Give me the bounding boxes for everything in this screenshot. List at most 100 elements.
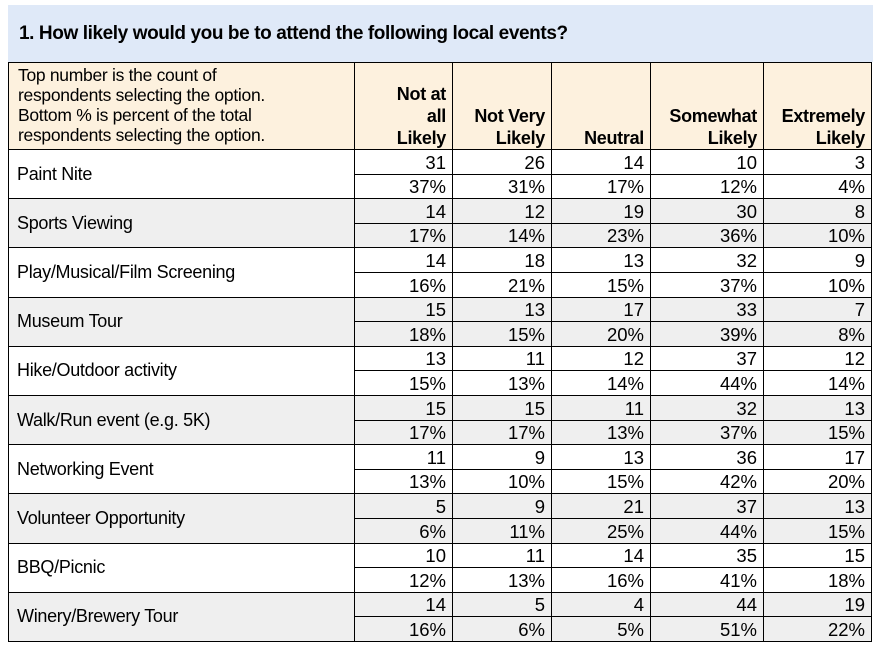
count-cell: 17: [763, 444, 872, 470]
count-cell: 13: [763, 394, 872, 421]
table-row-counts: Hike/Outdoor activity 13 11 12 37 12: [8, 345, 872, 396]
table-row-percents: 15% 13% 14% 44% 14%: [9, 370, 872, 396]
percent-cell: 15%: [452, 321, 552, 347]
count-cell: 13: [551, 444, 651, 470]
percent-cell: 37%: [650, 419, 764, 446]
event-label: Sports Viewing: [8, 198, 355, 249]
percent-cell: 36%: [650, 222, 764, 249]
percent-cell: 14%: [551, 370, 651, 396]
count-cell: 3: [763, 149, 872, 175]
count-cell: 14: [354, 247, 453, 273]
percent-cell: 6%: [354, 517, 453, 544]
column-header-line: Likely: [815, 128, 866, 148]
table-note: Top number is the count of respondents se…: [8, 62, 355, 150]
count-cell: 15: [354, 394, 453, 421]
table-row-percents: 18% 15% 20% 39% 8%: [9, 321, 872, 347]
percent-cell: 14%: [452, 222, 552, 249]
percent-cell: 14%: [763, 370, 872, 396]
table-row-counts: Play/Musical/Film Screening 14 18 13 32 9: [8, 247, 872, 298]
count-cell: 11: [452, 542, 552, 569]
percent-cell: 12%: [650, 173, 764, 200]
column-header-line: Neutral: [584, 128, 644, 148]
event-label: Networking Event: [8, 444, 355, 495]
percent-cell: 15%: [763, 517, 872, 544]
table-note-line: respondents selecting the option.: [18, 85, 265, 105]
count-cell: 10: [354, 542, 453, 569]
count-cell: 5: [452, 591, 552, 618]
table-row-percents: 13% 10% 15% 42% 20%: [9, 468, 872, 495]
count-cell: 30: [650, 198, 764, 224]
event-label: Winery/Brewery Tour: [8, 591, 355, 642]
table-note-line: Top number is the count of: [18, 65, 217, 85]
percent-cell: 18%: [763, 567, 872, 593]
percent-cell: 23%: [551, 222, 651, 249]
percent-cell: 13%: [452, 370, 552, 396]
question-title: 1. How likely would you be to attend the…: [19, 23, 568, 44]
event-label: Hike/Outdoor activity: [8, 345, 355, 396]
count-cell: 12: [763, 345, 872, 372]
event-label: Museum Tour: [8, 296, 355, 347]
percent-cell: 13%: [354, 468, 453, 495]
count-cell: 26: [452, 149, 552, 175]
count-cell: 10: [650, 149, 764, 175]
column-header-line: Not Very: [474, 106, 545, 126]
count-cell: 37: [650, 345, 764, 372]
percent-cell: 17%: [551, 173, 651, 200]
count-cell: 11: [354, 444, 453, 470]
table-row-percents: 17% 17% 13% 37% 15%: [9, 419, 872, 446]
percent-cell: 22%: [763, 616, 872, 642]
table-row-counts: BBQ/Picnic 10 11 14 35 15: [8, 542, 872, 593]
event-label: BBQ/Picnic: [8, 542, 355, 593]
question-title-bar: 1. How likely would you be to attend the…: [8, 5, 873, 62]
count-cell: 14: [354, 198, 453, 224]
count-cell: 5: [354, 493, 453, 519]
table-note-line: Bottom % is percent of the total: [18, 105, 252, 125]
percent-cell: 16%: [354, 271, 453, 298]
percent-cell: 4%: [763, 173, 872, 200]
column-header-line: Likely: [707, 128, 758, 148]
percent-cell: 15%: [551, 271, 651, 298]
percent-cell: 37%: [650, 271, 764, 298]
count-cell: 35: [650, 542, 764, 569]
count-cell: 7: [763, 296, 872, 323]
count-cell: 11: [452, 345, 552, 372]
count-cell: 15: [763, 542, 872, 569]
count-cell: 12: [452, 198, 552, 224]
column-header-somewhat-likely: Somewhat Likely: [650, 62, 764, 150]
column-header-line: Not at: [396, 84, 447, 104]
percent-cell: 15%: [354, 370, 453, 396]
table-row-percents: 6% 11% 25% 44% 15%: [9, 517, 872, 544]
percent-cell: 8%: [763, 321, 872, 347]
percent-cell: 20%: [763, 468, 872, 495]
count-cell: 33: [650, 296, 764, 323]
column-header-line: Extremely: [781, 106, 866, 126]
percent-cell: 37%: [354, 173, 453, 200]
count-cell: 9: [763, 247, 872, 273]
table-row-counts: Museum Tour 15 13 17 33 7: [8, 296, 872, 347]
percent-cell: 17%: [354, 222, 453, 249]
percent-cell: 21%: [452, 271, 552, 298]
percent-cell: 13%: [452, 567, 552, 593]
count-cell: 13: [452, 296, 552, 323]
percent-cell: 18%: [354, 321, 453, 347]
percent-cell: 17%: [452, 419, 552, 446]
table-row-counts: Volunteer Opportunity 5 9 21 37 13: [8, 493, 872, 544]
table-row-counts: Sports Viewing 14 12 19 30 8: [8, 198, 872, 249]
column-header-line: Likely: [396, 128, 447, 148]
percent-cell: 6%: [452, 616, 552, 642]
count-cell: 9: [452, 493, 552, 519]
column-header-not-at-all-likely: Not at all Likely: [354, 62, 453, 150]
count-cell: 14: [551, 542, 651, 569]
results-table: Top number is the count of respondents se…: [8, 62, 872, 642]
count-cell: 12: [551, 345, 651, 372]
count-cell: 19: [551, 198, 651, 224]
count-cell: 9: [452, 444, 552, 470]
percent-cell: 10%: [452, 468, 552, 495]
count-cell: 15: [354, 296, 453, 323]
count-cell: 4: [551, 591, 651, 618]
column-header-line: all: [426, 106, 446, 126]
count-cell: 44: [650, 591, 764, 618]
percent-cell: 5%: [551, 616, 651, 642]
table-row-percents: 37% 31% 17% 12% 4%: [9, 173, 872, 200]
percent-cell: 42%: [650, 468, 764, 495]
